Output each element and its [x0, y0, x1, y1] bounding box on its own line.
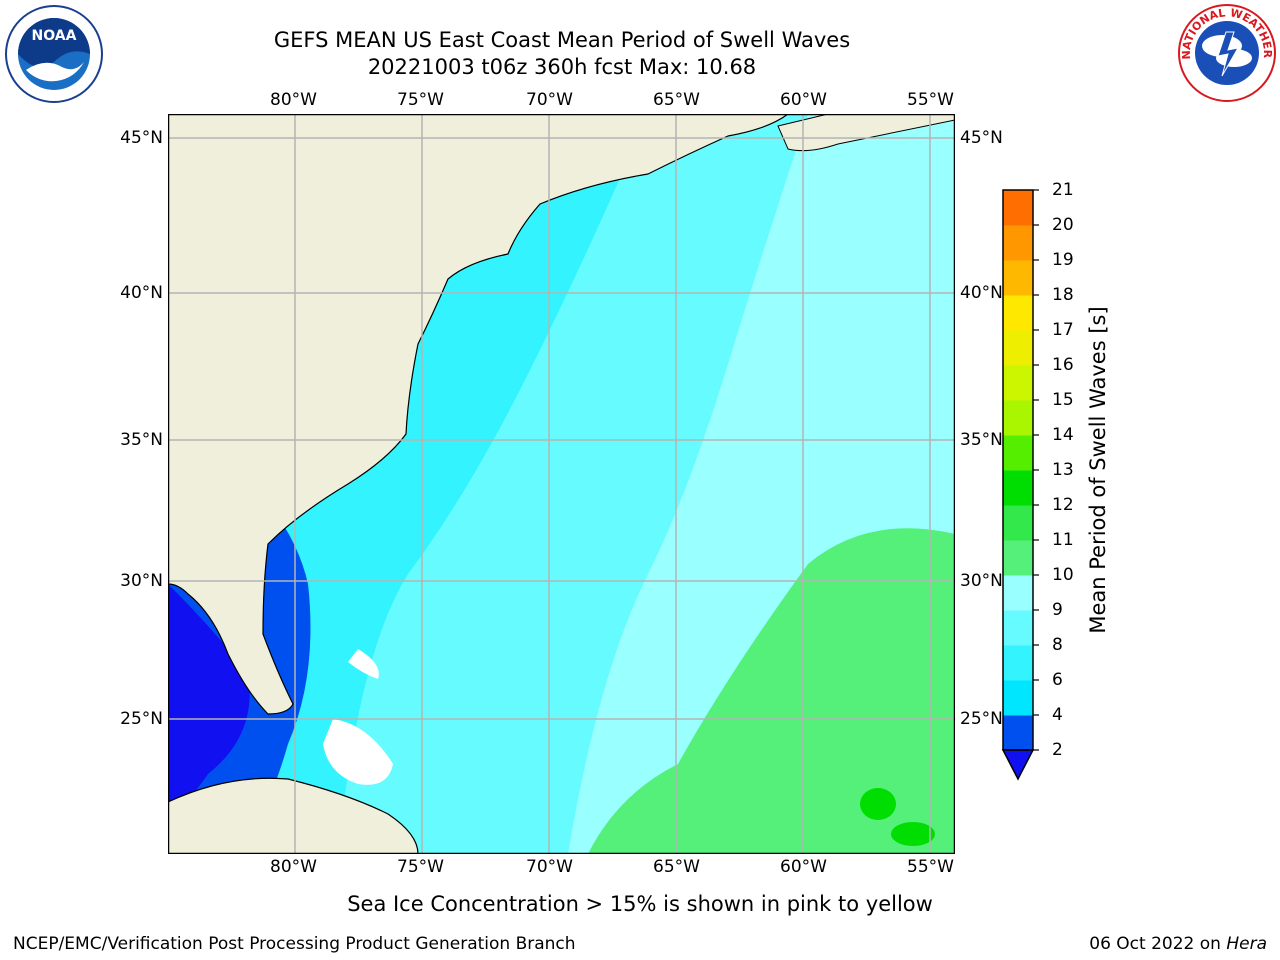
colorbar-bin: [1003, 505, 1033, 541]
colorbar-tick-label: 20: [1052, 215, 1074, 235]
lon-label-top: 75°W: [397, 90, 444, 110]
lat-label-left: 35°N: [120, 430, 163, 450]
north-america-land: [168, 114, 790, 715]
colorbar-bin: [1003, 540, 1033, 576]
colorbar-bin: [1003, 225, 1033, 261]
credit-machine: Hera: [1226, 934, 1267, 954]
map-frame: [168, 114, 955, 854]
colorbar-bin: [1003, 470, 1033, 506]
lon-label-bottom: 80°W: [270, 857, 317, 877]
title-line-2: 20221003 t06z 360h fcst Max: 10.68: [367, 55, 757, 79]
ocean-band-9-10: [588, 528, 955, 854]
noaa-logo-text: NOAA: [32, 28, 77, 44]
colorbar-tick-label: 6: [1052, 670, 1063, 690]
missing-data-bahamas: [323, 719, 393, 785]
lat-label-left: 45°N: [120, 128, 163, 148]
credit-right: 06 Oct 2022 on Hera: [1089, 934, 1267, 954]
lat-label-left: 30°N: [120, 571, 163, 591]
credit-left: NCEP/EMC/Verification Post Processing Pr…: [13, 934, 576, 954]
map-panel: [168, 114, 955, 854]
colorbar-bin: [1003, 365, 1033, 401]
lon-label-bottom: 75°W: [397, 857, 444, 877]
nova-scotia-land: [777, 114, 955, 152]
lat-label-left: 40°N: [120, 283, 163, 303]
lat-label-left: 25°N: [120, 709, 163, 729]
colorbar-bin: [1003, 190, 1033, 226]
colorbar-tick-label: 18: [1052, 285, 1074, 305]
colorbar-bin: [1003, 610, 1033, 646]
colorbar-extend-arrow: [1001, 749, 1035, 781]
nws-logo: NATIONAL WEATHER SERVICE: [1176, 2, 1276, 102]
noaa-logo: NOAA: [5, 5, 103, 103]
colorbar-bin: [1003, 645, 1033, 681]
cuba-land: [168, 777, 419, 854]
credit-date: 06 Oct 2022 on: [1089, 934, 1221, 954]
colorbar-tick-label: 8: [1052, 635, 1063, 655]
sea-ice-note: Sea Ice Concentration > 15% is shown in …: [347, 892, 933, 916]
lat-label-right: 35°N: [960, 430, 1003, 450]
colorbar-tick-label: 11: [1052, 530, 1074, 550]
lon-label-top: 80°W: [270, 90, 317, 110]
lon-label-bottom: 55°W: [907, 857, 954, 877]
colorbar-tick-label: 16: [1052, 355, 1074, 375]
colorbar-tick-label: 21: [1052, 180, 1074, 200]
lon-label-top: 70°W: [526, 90, 573, 110]
lon-label-bottom: 65°W: [653, 857, 700, 877]
colorbar-label: Mean Period of Swell Waves [s]: [1086, 306, 1110, 634]
colorbar-tick-label: 9: [1052, 600, 1063, 620]
lon-label-top: 65°W: [653, 90, 700, 110]
lat-label-right: 40°N: [960, 283, 1003, 303]
colorbar: [1001, 189, 1039, 781]
colorbar-tick-label: 15: [1052, 390, 1074, 410]
colorbar-tick-label: 10: [1052, 565, 1074, 585]
colorbar-tick-label: 19: [1052, 250, 1074, 270]
lon-label-top: 60°W: [780, 90, 827, 110]
colorbar-tick-label: 14: [1052, 425, 1074, 445]
colorbar-bin: [1003, 330, 1033, 366]
lon-label-top: 55°W: [907, 90, 954, 110]
lon-label-bottom: 70°W: [526, 857, 573, 877]
colorbar-bin: [1003, 400, 1033, 436]
colorbar-tick-label: 4: [1052, 705, 1063, 725]
graticule: [168, 114, 955, 854]
colorbar-bin: [1003, 680, 1033, 716]
colorbar-tick-label: 17: [1052, 320, 1074, 340]
colorbar-bin: [1003, 575, 1033, 611]
ocean-band-under-2: [168, 584, 250, 814]
lat-label-right: 45°N: [960, 128, 1003, 148]
colorbar-bin: [1003, 435, 1033, 471]
colorbar-bin: [1003, 260, 1033, 296]
lat-label-right: 30°N: [960, 571, 1003, 591]
colorbar-tick-label: 2: [1052, 740, 1063, 760]
lat-label-right: 25°N: [960, 709, 1003, 729]
colorbar-bin: [1003, 295, 1033, 331]
lon-label-bottom: 60°W: [780, 857, 827, 877]
title-line-1: GEFS MEAN US East Coast Mean Period of S…: [273, 28, 851, 52]
colorbar-tick-label: 12: [1052, 495, 1074, 515]
colorbar-tick-label: 13: [1052, 460, 1074, 480]
colorbar-bin: [1003, 715, 1033, 751]
ocean-band-10-11: [860, 788, 896, 820]
